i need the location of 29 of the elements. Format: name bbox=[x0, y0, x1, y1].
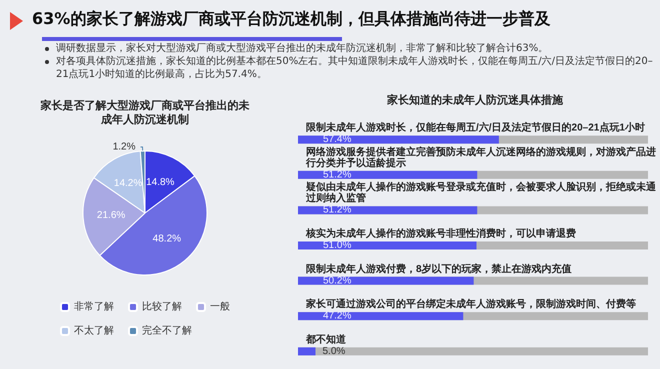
data-label: 57.4% bbox=[323, 134, 352, 146]
data-label: 21.6% bbox=[96, 210, 126, 222]
legend-label: 一般 bbox=[210, 302, 230, 312]
legend-label: 完全不了解 bbox=[142, 324, 192, 336]
data-label: 47.2% bbox=[323, 310, 352, 322]
chart-title: 家长是否了解大型游戏厂商或平台推出的未成年人防沉迷机制 bbox=[40, 99, 250, 126]
y-tick-label: 核实为未成年人操作的游戏账号非理性消费时，可以申请退费 bbox=[305, 228, 576, 240]
y-tick-label: 疑似由未成年人操作的游戏账号登录或充值时，会被要求人脸识别，拒绝或未通过则纳入监管 bbox=[305, 181, 657, 204]
legend-label: 比较了解 bbox=[142, 300, 182, 312]
text: 调研数据显示，家长对大型游戏厂商或大型游戏平台推出的未成年防沉迷机制，非常了解和比较了解合计63%。 bbox=[56, 42, 550, 55]
chart-title: 家长知道的未成年人防沉迷具体措施 bbox=[386, 94, 564, 106]
y-tick-label: 限制未成年人游戏付费，8岁以下的玩家，禁止在游戏内充值 bbox=[306, 262, 572, 275]
data-label: 50.2% bbox=[323, 275, 352, 286]
data-label: 1.2% bbox=[112, 142, 136, 153]
data-label: 51.2% bbox=[323, 169, 352, 180]
y-tick-label: 家长可通过游戏公司的平台绑定未成年人游戏账号，限制游戏时间、付费等 bbox=[305, 298, 636, 310]
y-tick-label: 网络游戏服务提供者建立完善预防未成年人沉迷网络的游戏规则，对游戏产品进行分类并予以适龄提示 bbox=[305, 146, 656, 169]
y-tick-label: 限制未成年人游戏时长，仅能在每周五/六/日及法定节假日的20–21点玩1小时 bbox=[306, 122, 645, 134]
data-label: 14.2% bbox=[114, 178, 142, 190]
data-label: 5.0% bbox=[322, 346, 346, 357]
text: 63%的家长了解游戏厂商或平台防沉迷机制，但具体措施尚待进一步普及 bbox=[32, 9, 550, 30]
data-label: 51.0% bbox=[323, 240, 352, 251]
data-label: 48.2% bbox=[152, 234, 182, 245]
legend-label: 非常了解 bbox=[74, 300, 114, 312]
y-tick-label: 都不知道 bbox=[305, 333, 347, 346]
legend-label: 不太了解 bbox=[74, 324, 114, 336]
data-label: 51.2% bbox=[323, 204, 352, 216]
data-label: 14.8% bbox=[146, 177, 175, 188]
text: 对各项具体防沉迷措施，家长知道的比例基本都在50%左右。其中知道限制未成年人游戏时长，仅能在每周五/六/日及法定节假日的20–21点玩1小时知道的比例最高，占比为57.4%。 bbox=[56, 55, 654, 81]
